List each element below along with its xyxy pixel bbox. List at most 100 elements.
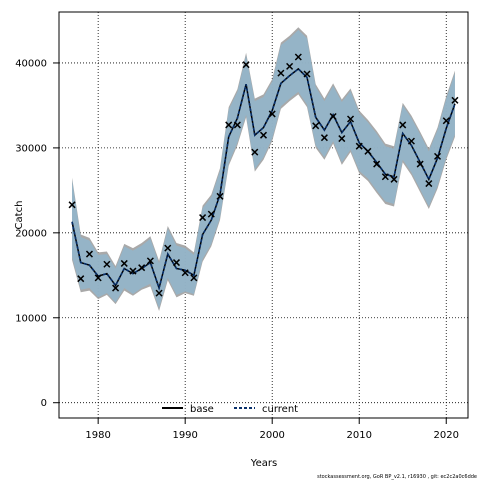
observed-point xyxy=(355,142,363,150)
observed-point-stroke xyxy=(190,274,198,282)
observed-point xyxy=(381,173,389,181)
observed-point xyxy=(329,112,337,121)
observed-point xyxy=(277,69,285,77)
observed-point-stroke xyxy=(216,192,224,200)
observed-point xyxy=(190,274,198,282)
legend: base current xyxy=(162,404,298,415)
y-tick-label: 0 xyxy=(41,398,47,409)
x-tick-label: 1990 xyxy=(172,430,197,441)
observed-point xyxy=(155,289,163,297)
observed-point-stroke xyxy=(129,267,137,275)
observed-point xyxy=(312,122,320,130)
observed-point-stroke xyxy=(399,121,407,129)
observed-point-stroke xyxy=(199,214,207,222)
observed-point-stroke xyxy=(381,173,389,181)
observed-point xyxy=(94,274,102,282)
observed-point xyxy=(77,275,85,283)
observed-point-stroke xyxy=(451,96,459,104)
observed-point xyxy=(425,180,433,188)
observed-point-stroke xyxy=(77,275,85,283)
observed-point xyxy=(216,192,224,200)
observed-point-stroke xyxy=(181,269,189,277)
observed-point xyxy=(259,131,268,139)
series-lines xyxy=(71,67,456,291)
observed-point-stroke xyxy=(94,274,102,282)
legend-base-label: base xyxy=(190,404,214,415)
observed-point-stroke xyxy=(268,110,276,118)
observed-point-stroke xyxy=(138,264,146,272)
y-axis-title: Catch xyxy=(14,201,25,230)
observed-point xyxy=(399,121,407,129)
observed-point xyxy=(434,152,442,160)
observed-point-stroke xyxy=(442,117,450,125)
observed-point xyxy=(85,250,93,258)
observed-point xyxy=(416,160,424,168)
observed-point xyxy=(233,121,241,129)
observed-point-stroke xyxy=(390,175,398,183)
observed-point-stroke xyxy=(146,257,154,265)
observed-point-stroke xyxy=(233,121,241,129)
observed-point-stroke xyxy=(338,135,346,143)
observed-point xyxy=(364,147,372,155)
observed-point-stroke xyxy=(172,259,181,267)
x-tick-label: 2010 xyxy=(346,430,371,441)
observed-point-stroke xyxy=(286,62,294,70)
x-tick-label: 2020 xyxy=(434,430,459,441)
observed-point xyxy=(172,259,181,267)
observed-point-stroke xyxy=(355,142,363,150)
observed-point xyxy=(373,160,381,168)
confidence-bands xyxy=(72,27,455,311)
observed-markers xyxy=(68,53,459,297)
observed-point-stroke xyxy=(68,201,76,209)
observed-point-stroke xyxy=(103,260,111,268)
observed-point xyxy=(207,210,215,218)
plot-frame xyxy=(58,11,469,419)
observed-point-stroke xyxy=(364,147,372,155)
observed-point xyxy=(251,148,259,156)
observed-point xyxy=(181,269,189,277)
x-tick-label: 1980 xyxy=(85,430,110,441)
series-line-current xyxy=(71,67,456,291)
observed-point xyxy=(286,62,294,70)
observed-point-stroke xyxy=(303,70,311,78)
y-tick-label: 10000 xyxy=(15,313,47,324)
y-tick-label: 40000 xyxy=(15,58,47,69)
observed-point xyxy=(294,53,302,61)
observed-point xyxy=(138,264,146,272)
y-tick-label: 30000 xyxy=(15,143,47,154)
observed-point xyxy=(320,134,328,142)
observed-point xyxy=(346,115,355,123)
y-tick-label: 20000 xyxy=(15,228,47,239)
observed-point-stroke xyxy=(277,69,285,77)
observed-point xyxy=(451,96,459,104)
observed-point xyxy=(199,214,207,222)
observed-point xyxy=(112,284,120,292)
observed-point-stroke xyxy=(251,148,259,156)
observed-point xyxy=(68,201,76,209)
observed-point-stroke xyxy=(112,284,120,292)
observed-point-stroke xyxy=(207,210,215,218)
observed-point xyxy=(103,260,111,268)
axes: 1980 1990 2000 2010 2020 0 10000 20000 30000 4000… xyxy=(15,58,459,441)
observed-point-stroke xyxy=(294,53,302,61)
observed-point xyxy=(225,121,233,129)
grid xyxy=(59,12,468,418)
footer-credit: stockassessment.org, GoR BP_v2.1, r16930… xyxy=(317,474,477,480)
observed-point-stroke xyxy=(346,115,355,123)
observed-point xyxy=(442,117,450,125)
observed-point-stroke xyxy=(425,180,433,188)
observed-point-stroke xyxy=(434,152,442,160)
x-axis-title: Years xyxy=(250,458,277,469)
observed-point-stroke xyxy=(320,134,328,142)
legend-current-label: current xyxy=(262,404,298,415)
observed-point-stroke xyxy=(407,137,415,145)
observed-point xyxy=(303,70,311,78)
observed-point xyxy=(407,137,415,145)
observed-point-stroke xyxy=(259,131,268,139)
observed-point-stroke xyxy=(329,112,337,121)
observed-point xyxy=(146,257,154,265)
observed-point-stroke xyxy=(242,61,250,69)
observed-point xyxy=(120,259,128,267)
x-tick-label: 2000 xyxy=(259,430,284,441)
